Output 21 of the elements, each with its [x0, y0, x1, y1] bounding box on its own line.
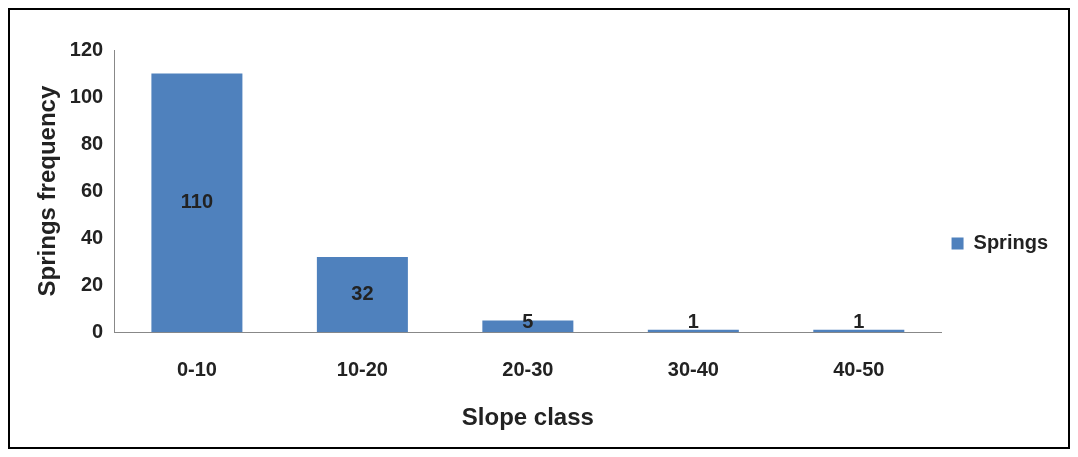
y-tick-label: 20	[80, 272, 104, 295]
x-tick-label: 40-50	[833, 357, 885, 380]
data-label: 1	[687, 309, 699, 332]
bar	[316, 256, 408, 333]
x-tick-label: 10-20	[336, 357, 388, 380]
y-tick-label: 60	[80, 178, 104, 201]
x-tick-label: 20-30	[502, 357, 554, 380]
legend-label: Springs	[973, 231, 1048, 254]
data-label: 110	[180, 190, 214, 213]
x-axis-title: Slope class	[461, 403, 594, 431]
y-axis-title: Springs frequency	[33, 85, 61, 297]
data-label: 1	[853, 309, 865, 332]
y-tick-label: 0	[92, 319, 104, 342]
data-label: 32	[351, 282, 374, 305]
y-tick-label: 120	[69, 37, 104, 60]
y-tick-label: 40	[80, 225, 104, 248]
x-tick-label: 0-10	[176, 357, 217, 380]
bar	[151, 73, 243, 333]
x-tick-label: 30-40	[667, 357, 719, 380]
y-tick-label: 80	[80, 131, 104, 154]
y-tick-label: 100	[69, 84, 104, 107]
